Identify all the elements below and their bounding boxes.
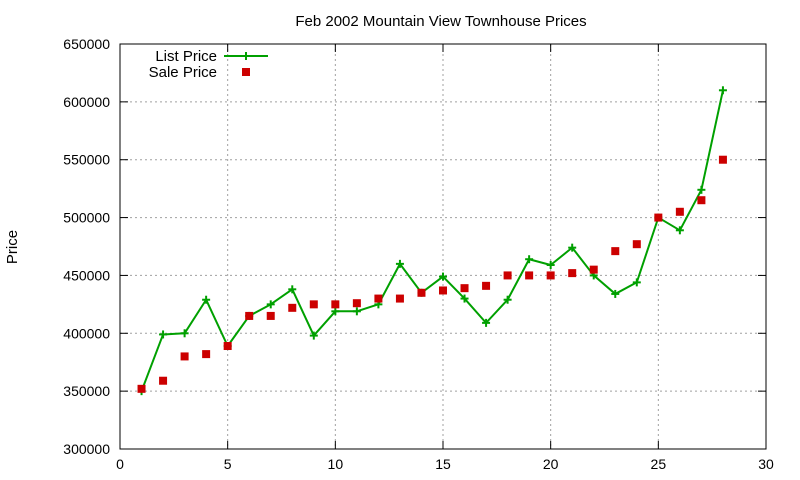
sale-price-point (611, 247, 620, 256)
y-tick-label: 400000 (63, 325, 110, 341)
list-price-point (525, 255, 534, 264)
sale-price-point (309, 300, 318, 309)
sale-price-point (525, 271, 534, 280)
legend-marker-list-price (242, 52, 250, 60)
list-price-point (460, 294, 469, 303)
list-price-point (395, 259, 404, 268)
list-price-point (202, 295, 211, 304)
sale-price-point (159, 376, 168, 385)
legend-label-list-price: List Price (155, 48, 217, 65)
list-price-point (697, 185, 706, 194)
sale-price-point (137, 384, 146, 393)
x-tick-label: 25 (651, 456, 667, 472)
sale-price-point (352, 299, 361, 308)
x-tick-label: 5 (224, 456, 232, 472)
sale-price-point (417, 288, 426, 297)
sale-price-point (395, 294, 404, 303)
list-price-point (503, 295, 512, 304)
sale-price-point (374, 294, 383, 303)
sale-price-point (223, 342, 232, 351)
sale-price-point (288, 303, 297, 312)
sale-price-point (460, 284, 469, 293)
sale-price-point (654, 213, 663, 222)
series-layer (137, 86, 727, 396)
sale-price-point (568, 269, 577, 278)
sale-price-point (718, 155, 727, 164)
x-tick-label: 0 (116, 456, 124, 472)
x-tick-label: 10 (328, 456, 344, 472)
sale-price-point (503, 271, 512, 280)
list-price-point (482, 318, 491, 327)
list-price-line (140, 90, 724, 392)
list-price-point (718, 86, 727, 95)
sale-price-point (202, 350, 211, 359)
sale-price-point (589, 265, 598, 274)
legend-label-sale-price: Sale Price (149, 64, 217, 81)
y-tick-label: 450000 (63, 267, 110, 283)
y-tick-label: 300000 (63, 441, 110, 457)
list-price-point (439, 272, 447, 281)
sale-price-point (266, 311, 275, 320)
sale-price-point (697, 196, 706, 205)
list-price-point (180, 329, 189, 338)
list-price-point (309, 331, 318, 340)
list-price-point (266, 300, 275, 309)
sale-price-point (482, 281, 491, 290)
y-tick-label: 500000 (63, 210, 110, 226)
y-axis-label: Price (4, 230, 21, 264)
y-tick-label: 550000 (63, 152, 110, 168)
sale-price-point (439, 286, 447, 295)
y-tick-label: 350000 (63, 383, 110, 399)
sale-price-point (675, 207, 684, 216)
list-price-point (159, 330, 168, 339)
list-price-point (675, 226, 684, 235)
grid (120, 44, 766, 449)
sale-price-point (245, 311, 254, 320)
x-tick-label: 20 (543, 456, 559, 472)
x-axis: 0 5 10 15 20 25 30 (116, 44, 774, 472)
x-tick-label: 30 (758, 456, 774, 472)
list-price-point (611, 289, 620, 298)
y-tick-label: 600000 (63, 94, 110, 110)
list-price-point (288, 285, 297, 294)
sale-price-point (331, 300, 340, 309)
list-price-point (632, 278, 641, 287)
list-price-point (331, 307, 340, 316)
sale-price-point (546, 271, 555, 280)
sale-price-point (632, 240, 641, 249)
list-price-point (546, 261, 555, 270)
x-tick-label: 15 (435, 456, 451, 472)
y-axis: 300000 350000 400000 450000 500000 550000 6000… (63, 36, 766, 457)
y-tick-label: 650000 (63, 36, 110, 52)
legend-marker-sale-price (242, 68, 250, 76)
chart-title: Feb 2002 Mountain View Townhouse Prices (295, 13, 586, 30)
list-price-point (352, 307, 361, 316)
sale-price-point (180, 352, 189, 361)
list-price-point (568, 243, 577, 252)
